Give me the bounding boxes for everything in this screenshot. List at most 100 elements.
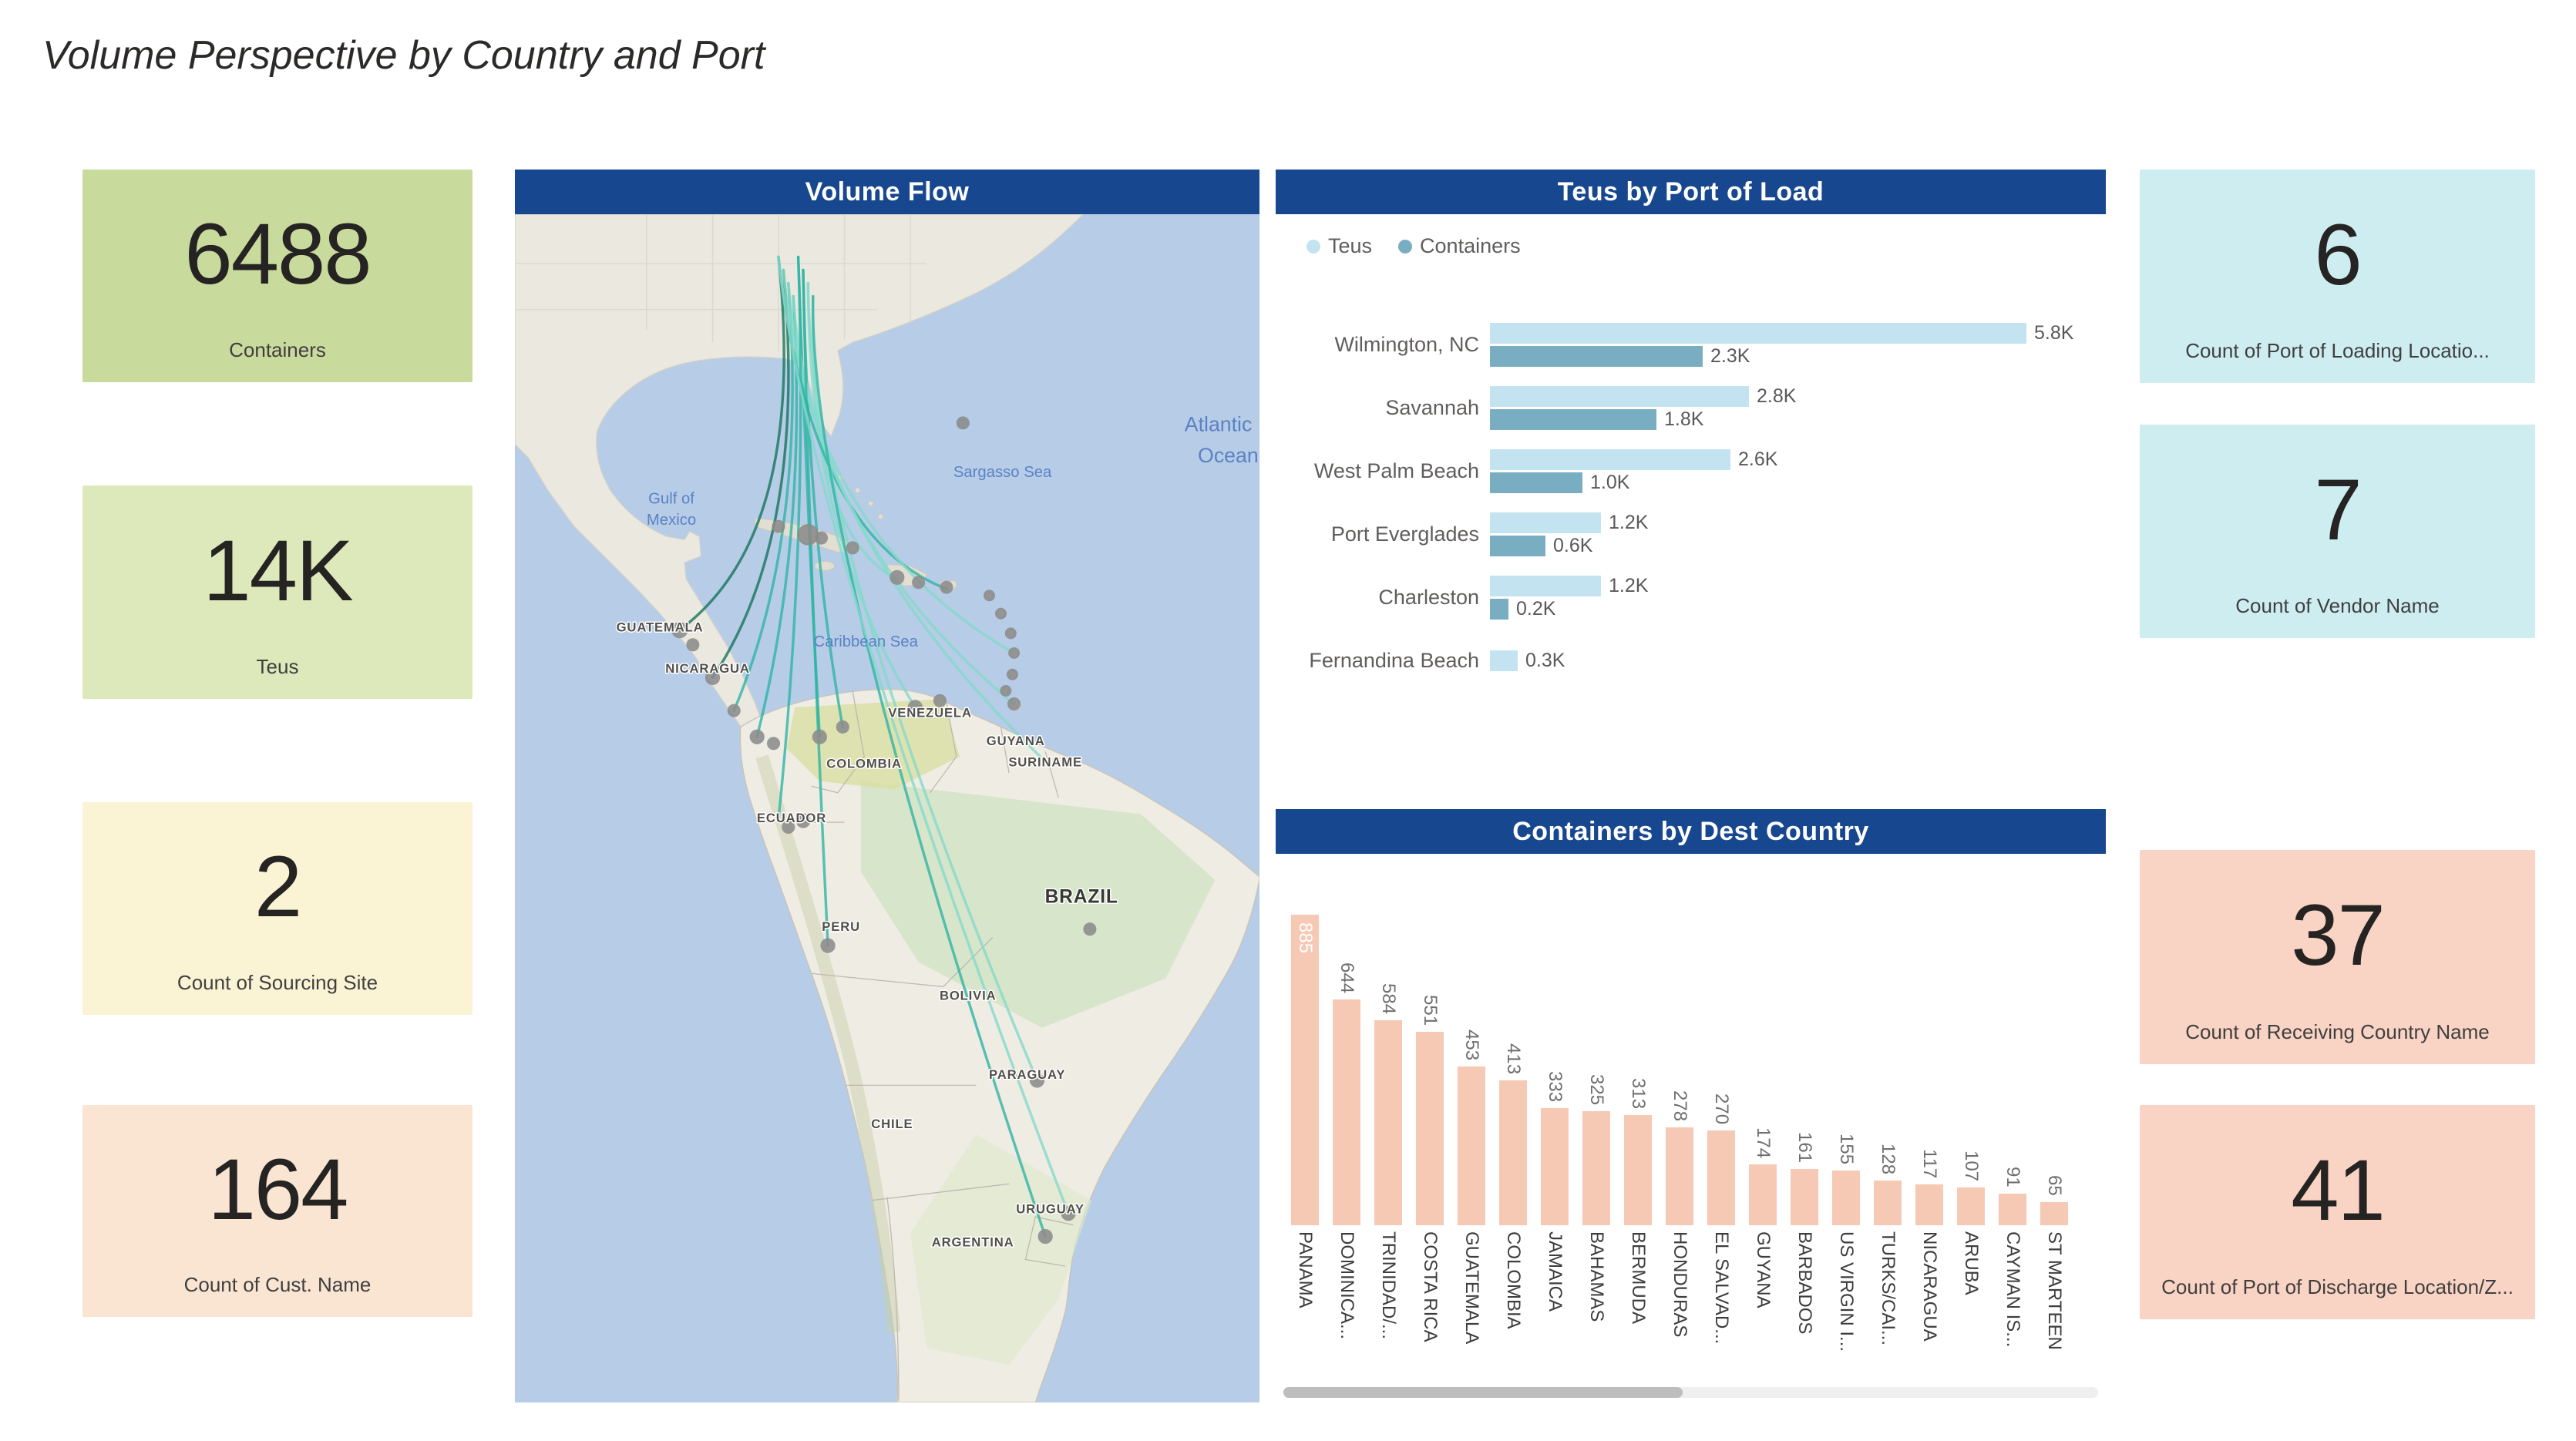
port-marker[interactable]	[686, 638, 700, 652]
kpi-card-vendor-name[interactable]: 7 Count of Vendor Name	[2140, 425, 2535, 638]
port-marker[interactable]	[1029, 1073, 1045, 1088]
dest-category-label: GUYANA	[1753, 1231, 1774, 1308]
port-marker[interactable]	[984, 590, 995, 602]
bar-CAYMAN IS...[interactable]	[1999, 1194, 2026, 1225]
port-marker[interactable]	[766, 737, 781, 751]
port-marker[interactable]	[933, 694, 947, 707]
port-marker[interactable]	[1004, 627, 1017, 640]
bar-EL SALVAD...[interactable]	[1707, 1130, 1735, 1225]
port-marker[interactable]	[836, 720, 849, 734]
teus-category-label: Fernandina Beach	[1309, 648, 1479, 672]
kpi-card-port-of-loading[interactable]: 6 Count of Port of Loading Locatio...	[2140, 170, 2535, 383]
port-marker[interactable]	[1007, 697, 1021, 711]
bar-containers[interactable]	[1490, 535, 1545, 556]
dest-bar-column: 107	[1957, 1150, 1985, 1225]
bar-containers[interactable]	[1490, 598, 1508, 620]
kpi-value: 14K	[203, 522, 353, 619]
port-marker[interactable]	[705, 670, 721, 686]
bar-HONDURAS[interactable]	[1666, 1127, 1693, 1225]
port-marker[interactable]	[814, 531, 829, 545]
bar-containers[interactable]	[1490, 472, 1582, 493]
bar-teus[interactable]	[1490, 448, 1730, 470]
bar-ST MARTEEN[interactable]	[2040, 1202, 2068, 1225]
bar-ARUBA[interactable]	[1957, 1187, 1985, 1225]
dest-bar-column: 413	[1499, 1043, 1527, 1225]
flow-line	[678, 255, 785, 632]
map-canvas[interactable]: Gulf of Mexico Sargasso Sea Atlantic Ocean Ca…	[515, 214, 1259, 1402]
port-marker[interactable]	[1000, 685, 1012, 697]
teus-by-port-panel: Teus by Port of Load Teus Containers Wil…	[1276, 170, 2106, 791]
bar-GUYANA[interactable]	[1749, 1164, 1777, 1225]
port-marker[interactable]	[1006, 668, 1018, 680]
port-marker[interactable]	[820, 938, 836, 953]
bar-value-label: 161	[1794, 1131, 1815, 1163]
kpi-card-cust-name[interactable]: 164 Count of Cust. Name	[82, 1105, 472, 1317]
bar-DOMINICA...[interactable]	[1333, 999, 1360, 1225]
bar-TURKS/CAI...[interactable]	[1874, 1181, 1902, 1225]
port-marker[interactable]	[795, 813, 811, 828]
bar-value-label: 5.8K	[2034, 321, 2074, 344]
flow-map[interactable]: Gulf of Mexico Sargasso Sea Atlantic Ocean Ca…	[515, 214, 1259, 1402]
sea-label: Sargasso Sea	[953, 464, 1052, 481]
scrollbar-thumb[interactable]	[1283, 1387, 1683, 1398]
port-marker[interactable]	[727, 704, 741, 717]
port-marker[interactable]	[940, 580, 953, 594]
port-marker[interactable]	[772, 519, 785, 533]
horizontal-scrollbar[interactable]	[1283, 1387, 2098, 1398]
port-marker[interactable]	[956, 416, 970, 430]
dest-bar-column: 453	[1458, 1030, 1485, 1225]
port-marker[interactable]	[1037, 1228, 1053, 1244]
bar-PANAMA[interactable]: 885	[1291, 915, 1319, 1225]
kpi-label: Count of Port of Discharge Location/Z...	[2161, 1275, 2514, 1298]
country-label: GUYANA	[987, 734, 1045, 748]
legend-item-teus[interactable]: Teus	[1306, 234, 1372, 258]
dest-bar-column: 117	[1915, 1149, 1943, 1225]
bar-teus[interactable]	[1490, 322, 2026, 344]
bar-teus[interactable]	[1490, 575, 1601, 596]
dest-category-label: ST MARTEEN	[2044, 1231, 2065, 1350]
port-marker[interactable]	[1008, 647, 1021, 659]
flow-line	[802, 268, 829, 947]
port-marker[interactable]	[846, 541, 859, 555]
kpi-card-teus[interactable]: 14K Teus	[82, 485, 472, 699]
dest-chart-title: Containers by Dest Country	[1276, 809, 2106, 854]
bar-BAHAMAS[interactable]	[1582, 1111, 1610, 1225]
bar-COSTA RICA[interactable]	[1416, 1032, 1444, 1225]
bar-TRINIDAD/...[interactable]	[1374, 1020, 1402, 1225]
port-marker[interactable]	[994, 607, 1007, 620]
port-marker[interactable]	[912, 576, 926, 590]
bar-containers[interactable]	[1490, 345, 1703, 367]
bar-teus[interactable]	[1490, 650, 1518, 671]
bar-NICARAGUA[interactable]	[1915, 1184, 1943, 1225]
port-marker[interactable]	[812, 729, 827, 744]
bar-value-label: 1.0K	[1590, 471, 1630, 493]
bar-US VIRGIN I...[interactable]	[1832, 1171, 1860, 1225]
port-marker[interactable]	[1061, 1206, 1076, 1221]
port-marker[interactable]	[889, 569, 905, 585]
country-label: NICARAGUA	[665, 661, 749, 676]
bar-COLOMBIA[interactable]	[1499, 1080, 1527, 1225]
kpi-card-port-of-discharge[interactable]: 41 Count of Port of Discharge Location/Z…	[2140, 1105, 2535, 1319]
bar-teus[interactable]	[1490, 385, 1749, 407]
port-marker[interactable]	[1083, 922, 1097, 936]
dest-bar-column: 155	[1832, 1134, 1860, 1225]
teus-category-label: Wilmington, NC	[1334, 332, 1479, 356]
bar-teus[interactable]	[1490, 512, 1601, 533]
bar-value-label: 325	[1586, 1073, 1607, 1105]
port-marker[interactable]	[907, 700, 923, 715]
kpi-card-containers[interactable]: 6488 Containers	[82, 170, 472, 382]
port-marker[interactable]	[797, 524, 819, 546]
bar-BERMUDA[interactable]	[1624, 1115, 1652, 1225]
teus-row: Fernandina Beach 0.3K	[1299, 639, 2093, 682]
bar-GUATEMALA[interactable]	[1458, 1066, 1485, 1225]
port-marker[interactable]	[749, 729, 765, 744]
port-marker[interactable]	[782, 820, 795, 835]
kpi-card-receiving-country[interactable]: 37 Count of Receiving Country Name	[2140, 850, 2535, 1064]
legend-item-containers[interactable]: Containers	[1398, 234, 1521, 258]
kpi-card-sourcing-site[interactable]: 2 Count of Sourcing Site	[82, 802, 472, 1015]
bar-BARBADOS[interactable]	[1791, 1169, 1818, 1225]
bar-containers[interactable]	[1490, 408, 1656, 430]
bar-JAMAICA[interactable]	[1541, 1108, 1569, 1225]
port-marker[interactable]	[671, 621, 688, 639]
dest-bar-column: 885	[1291, 915, 1319, 1225]
